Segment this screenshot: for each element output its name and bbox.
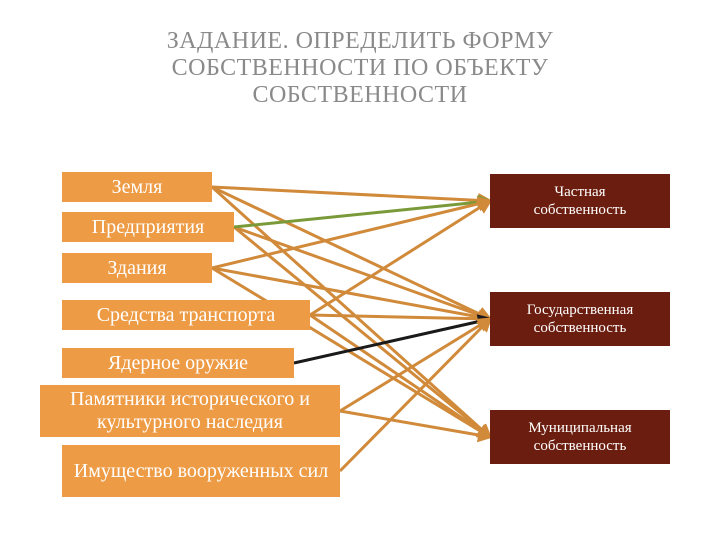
type-private: Частная собственность — [490, 174, 670, 228]
type-state: Государственная собственность — [490, 292, 670, 346]
item-land: Земля — [62, 172, 212, 202]
item-transport: Средства транспорта — [62, 300, 310, 330]
slide-title: ЗАДАНИЕ. ОПРЕДЕЛИТЬ ФОРМУ СОБСТВЕННОСТИ … — [40, 28, 680, 109]
item-military: Имущество вооруженных сил — [62, 445, 340, 497]
type-municipal: Муниципальная собственность — [490, 410, 670, 464]
item-heritage: Памятники исторического и культурного на… — [40, 385, 340, 437]
item-nuclear: Ядерное оружие — [62, 348, 294, 378]
slide: ЗАДАНИЕ. ОПРЕДЕЛИТЬ ФОРМУ СОБСТВЕННОСТИ … — [0, 0, 720, 540]
item-enterprise: Предприятия — [62, 212, 234, 242]
item-buildings: Здания — [62, 253, 212, 283]
